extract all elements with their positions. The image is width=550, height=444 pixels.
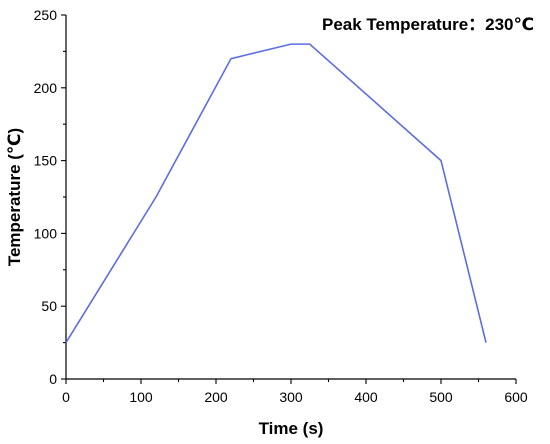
x-axis-title: Time (s) <box>259 419 324 438</box>
x-ticks: 0 100 200 300 400 500 600 <box>62 379 528 405</box>
peak-temperature-annotation: Peak Temperature：230℃ <box>322 15 534 34</box>
y-tick-label: 150 <box>34 153 58 169</box>
y-tick-label: 250 <box>34 7 58 23</box>
y-ticks: 0 50 100 150 200 250 <box>34 7 66 387</box>
x-tick-label: 200 <box>204 389 228 405</box>
x-tick-label: 500 <box>429 389 453 405</box>
axes <box>65 15 516 380</box>
y-axis-title: Temperature (℃) <box>5 128 24 266</box>
series-layer <box>65 43 487 344</box>
x-tick-label: 400 <box>354 389 378 405</box>
x-tick-label: 0 <box>62 389 70 405</box>
temperature-series-line <box>65 43 487 344</box>
y-tick-label: 200 <box>34 80 58 96</box>
y-tick-label: 0 <box>49 371 57 387</box>
x-tick-label: 600 <box>504 389 528 405</box>
x-tick-label: 100 <box>129 389 153 405</box>
y-tick-label: 50 <box>41 298 57 314</box>
y-tick-label: 100 <box>34 225 58 241</box>
x-tick-label: 300 <box>279 389 303 405</box>
